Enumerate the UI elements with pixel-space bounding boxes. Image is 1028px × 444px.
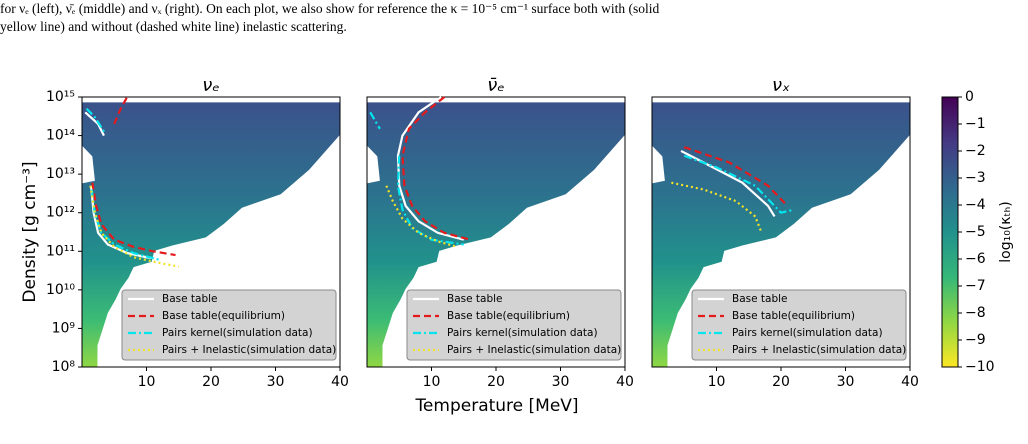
x-axis-label: Temperature [MeV] (414, 396, 578, 416)
colorbar-tick-label: −1 (965, 116, 986, 132)
y-tick-label: 10¹² (46, 205, 75, 221)
y-axis-label: Density [g cm⁻³] (20, 161, 40, 302)
series-line (683, 146, 789, 207)
colorbar-tick-label: −7 (965, 278, 986, 294)
series-line (680, 149, 776, 218)
colorbar-tick-label: −8 (965, 305, 986, 321)
colorbar-tick-label: −5 (965, 224, 986, 240)
series-line (671, 181, 763, 234)
colorbar-tick-label: −4 (965, 197, 986, 213)
legend-label: Pairs + Inelastic(simulation data) (162, 344, 336, 356)
y-tick-label: 10¹⁵ (46, 89, 75, 105)
table-region (367, 102, 625, 368)
legend-label: Base table(equilibrium) (447, 310, 570, 322)
x-tick-label: 20 (772, 374, 790, 390)
colorbar-tick-label: −3 (965, 170, 986, 186)
caption-line: for νₑ (left), ν̄ₑ (middle) and νₓ (righ… (0, 1, 659, 16)
panel-title: νₑ (202, 75, 220, 96)
y-tick-label: 10¹⁴ (46, 128, 75, 144)
legend-label: Base table (447, 293, 503, 305)
y-tick-label: 10⁸ (52, 359, 76, 375)
colorbar-tick-label: −10 (965, 359, 995, 375)
series-line (396, 96, 465, 241)
y-tick-label: 10⁹ (52, 320, 76, 336)
colorbar (941, 96, 959, 368)
x-tick-label: 40 (331, 374, 349, 390)
x-tick-label: 10 (708, 374, 726, 390)
legend-box (121, 289, 337, 361)
panel-title: νₓ (772, 75, 790, 96)
legend-label: Pairs kernel(simulation data) (732, 327, 883, 339)
legend-label: Base table (732, 293, 788, 305)
series-line (401, 96, 471, 241)
legend-box (406, 289, 622, 361)
table-region (82, 102, 340, 368)
legend-box (691, 289, 907, 361)
y-tick-label: 10¹³ (46, 166, 75, 182)
series-line (89, 185, 179, 268)
legend-label: Pairs kernel(simulation data) (447, 327, 598, 339)
legend-label: Base table (162, 293, 218, 305)
colorbar-tick-label: −6 (965, 251, 986, 267)
y-tick-label: 10¹¹ (46, 243, 75, 259)
series-line (683, 154, 795, 214)
series-line (85, 107, 160, 261)
x-tick-label: 20 (487, 374, 505, 390)
x-tick-label: 40 (901, 374, 919, 390)
x-tick-label: 10 (423, 374, 441, 390)
legend-label: Base table(equilibrium) (162, 310, 285, 322)
legend-label: Pairs kernel(simulation data) (162, 327, 313, 339)
colorbar-tick-label: −9 (965, 332, 986, 348)
series-line (91, 96, 176, 257)
legend-label: Pairs + Inelastic(simulation data) (732, 344, 906, 356)
colorbar-tick-label: −2 (965, 143, 986, 159)
colorbar-label: log₁₀(κₜₕ) (998, 201, 1014, 263)
y-tick-label: 10¹⁰ (46, 282, 75, 298)
legend-label: Base table(equilibrium) (732, 310, 855, 322)
caption-line: yellow line) and without (dashed white l… (0, 19, 347, 34)
x-tick-label: 20 (202, 374, 220, 390)
legend-label: Pairs + Inelastic(simulation data) (447, 344, 621, 356)
x-tick-label: 30 (837, 374, 855, 390)
x-tick-label: 10 (138, 374, 156, 390)
x-tick-label: 30 (552, 374, 570, 390)
colorbar-tick-label: 0 (965, 89, 974, 105)
x-tick-label: 40 (616, 374, 634, 390)
x-tick-label: 30 (267, 374, 285, 390)
series-line (369, 111, 464, 246)
panel-title: ν̄ₑ (487, 75, 505, 96)
